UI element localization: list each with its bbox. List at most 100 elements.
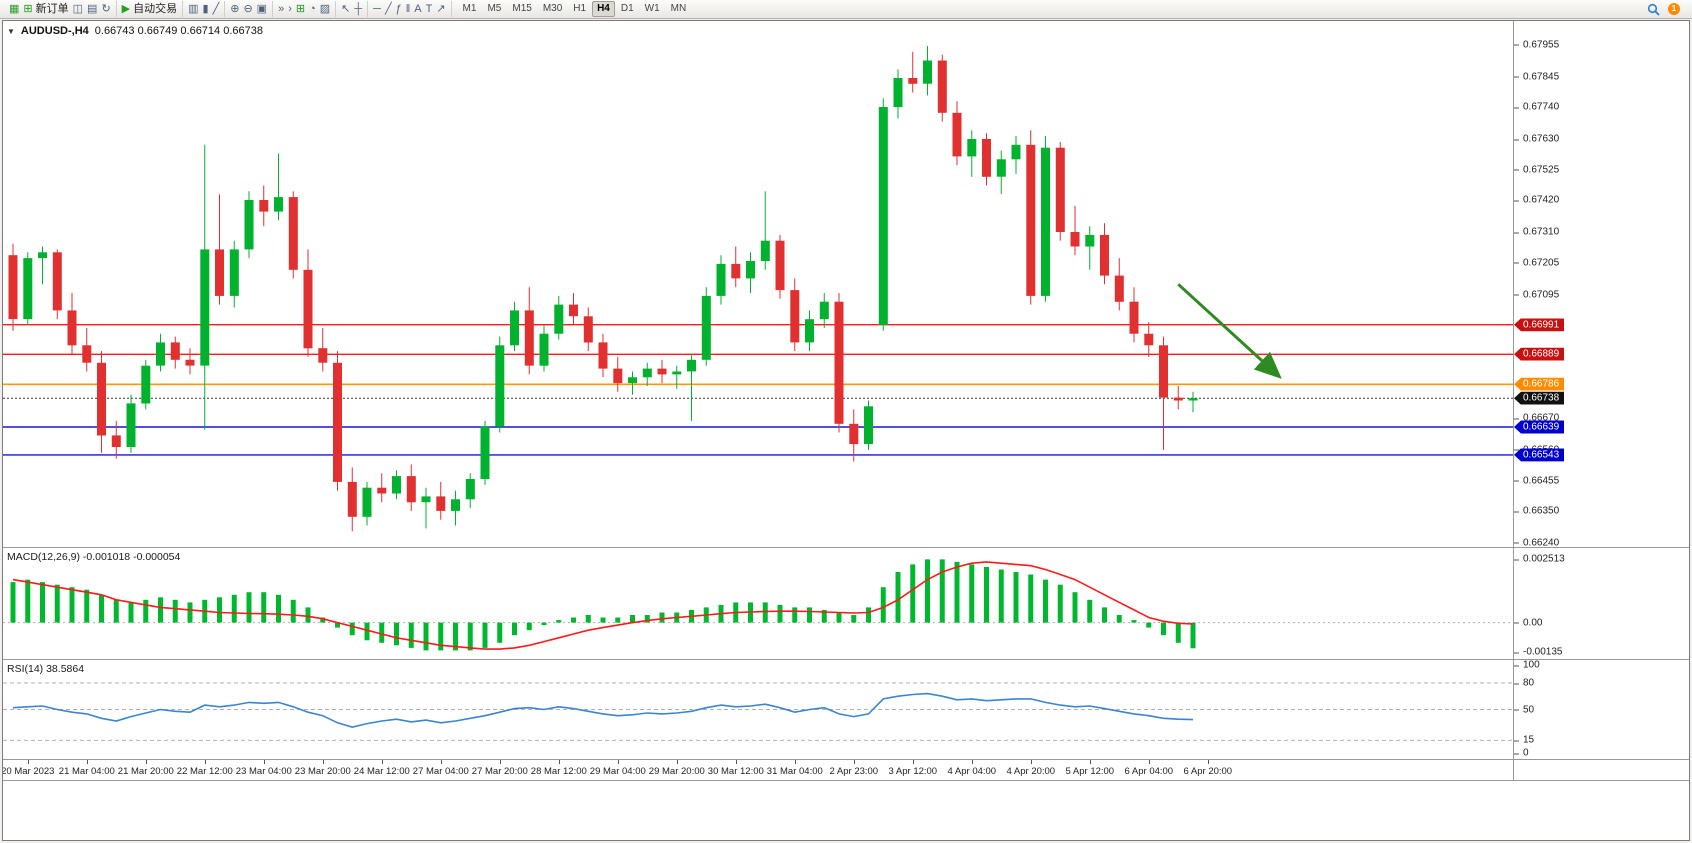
chart-profile-icon[interactable]: ▤ — [87, 1, 97, 17]
macd-axis-tick: 0.00 — [1513, 617, 1543, 629]
time-axis-label: 30 Mar 12:00 — [707, 766, 764, 777]
crosshair-icon[interactable]: ┼ — [354, 1, 362, 17]
rsi-axis-tick: 50 — [1513, 704, 1535, 715]
timeframe-w1-button[interactable]: W1 — [644, 3, 660, 14]
auto-scroll-icon-glyph: » — [278, 3, 285, 15]
arrows-icon[interactable]: ↗ — [436, 1, 445, 17]
macd-axis-tick: 0.002513 — [1514, 553, 1565, 565]
depth-of-market-icon[interactable]: ◫ — [73, 1, 83, 17]
timeframe-h4-button[interactable]: H4 — [592, 1, 615, 17]
price-axis-tick: 0.67095 — [1513, 289, 1560, 300]
rsi-axis[interactable]: 100 80 50 15 0 — [1513, 660, 1689, 759]
time-axis-tick — [440, 760, 442, 764]
time-axis-label: 3 Apr 12:00 — [888, 766, 938, 777]
text-icon[interactable]: A — [414, 1, 421, 17]
price-axis-tick: 0.67955 — [1513, 39, 1560, 50]
period-clock-icon[interactable]: ◔ — [309, 1, 316, 17]
timeframe-m5-button[interactable]: M5 — [487, 3, 502, 14]
label-icon[interactable]: T — [426, 1, 433, 17]
refresh-icon-glyph: ↻ — [101, 3, 111, 15]
horizontal-line-icon[interactable]: ─ — [373, 1, 381, 17]
zoom-out-icon[interactable]: ⊖ — [243, 1, 252, 17]
bar-chart-icon[interactable]: ▥ — [188, 1, 198, 17]
time-axis-label: 29 Mar 20:00 — [648, 766, 705, 777]
line-chart-icon[interactable]: ╱ — [213, 1, 220, 17]
crosshair-icon-glyph: ┼ — [354, 3, 363, 15]
time-axis-label: 22 Mar 12:00 — [176, 766, 233, 777]
toolbar-group-scroll: » › ⊞ ◔ ▨ — [273, 1, 337, 17]
sell-signal-arrow[interactable] — [1177, 283, 1282, 379]
rsi-label: RSI(14) 38.5864 — [7, 663, 85, 675]
rsi-line — [12, 692, 1194, 729]
time-axis-label: 31 Mar 04:00 — [766, 766, 823, 777]
price-axis-tick: 0.66455 — [1513, 475, 1560, 486]
main-price-panel: ▼ AUDUSD-,H4 0.66743 0.66749 0.66714 0.6… — [3, 21, 1689, 548]
toolbar-group-zoom: ⊕ ⊖ ▣ — [225, 1, 274, 17]
arrows-icon-glyph: ↗ — [436, 3, 446, 15]
price-axis-tick: 0.66240 — [1513, 537, 1560, 549]
channel-icon[interactable]: ‖ — [406, 1, 411, 17]
price-axis-tick: 0.67525 — [1513, 164, 1560, 175]
time-axis-label: 6 Apr 04:00 — [1124, 766, 1174, 777]
timeframe-m15-button[interactable]: M15 — [512, 3, 532, 14]
trendline-icon[interactable]: ╱ — [385, 1, 392, 17]
price-axis[interactable]: 0.67955 0.67845 0.67740 0.67630 0.67525 0.674… — [1513, 21, 1689, 549]
price-axis-tick: 0.67310 — [1513, 226, 1560, 238]
candlestick-chart-icon[interactable]: ▮ — [203, 1, 209, 17]
time-axis-tick — [1030, 760, 1032, 764]
time-axis[interactable]: 20 Mar 2023 21 Mar 04:00 21 Mar 20:00 22 Ma… — [3, 760, 1513, 780]
time-axis-label: 28 Mar 12:00 — [530, 766, 587, 777]
timeframe-h1-button[interactable]: H1 — [573, 3, 587, 14]
time-axis-tick — [204, 760, 206, 764]
refresh-icon[interactable]: ↻ — [101, 1, 110, 17]
time-axis-label: 4 Apr 04:00 — [947, 766, 997, 777]
macd-label: MACD(12,26,9) -0.001018 -0.000054 — [7, 551, 181, 563]
time-axis-row: 20 Mar 2023 21 Mar 04:00 21 Mar 20:00 22 Ma… — [3, 760, 1689, 781]
autotrading-button[interactable]: ▶ 自动交易 — [122, 1, 177, 17]
rsi-axis-tick: 80 — [1513, 677, 1535, 689]
time-axis-tick — [912, 760, 914, 764]
rsi-axis-tick: 0 — [1514, 747, 1529, 759]
cursor-icon[interactable]: ↖ — [341, 1, 350, 17]
autotrading-button-glyph: ▶ — [121, 3, 131, 15]
timeframe-toolbar: M1 M5 M15 M30 H1 H4 D1 W1 MN — [452, 1, 698, 17]
macd-axis-tick: -0.00135 — [1513, 646, 1563, 658]
time-axis-tick — [794, 760, 796, 764]
one-click-trading-toggle[interactable]: ▼ — [7, 26, 15, 36]
toolbar-group-chart-type: ▥ ▮ ╱ — [183, 1, 226, 17]
bar-chart-icon-glyph: ▥ — [188, 3, 199, 15]
candlestick-series — [8, 46, 1198, 532]
symbols-grid-icon[interactable]: ▦ — [9, 1, 19, 17]
main-chart-plot[interactable]: ▼ AUDUSD-,H4 0.66743 0.66749 0.66714 0.6… — [3, 21, 1513, 547]
fibonacci-icon[interactable]: ƒ — [396, 1, 402, 17]
macd-plot[interactable]: MACD(12,26,9) -0.001018 -0.000054 — [3, 548, 1513, 659]
search-icon[interactable] — [1647, 3, 1660, 16]
rsi-axis-tick: 100 — [1514, 659, 1540, 671]
time-axis-tick — [499, 760, 501, 764]
cursor-icon-glyph: ↖ — [341, 3, 351, 15]
notification-badge[interactable]: 1 — [1668, 3, 1680, 15]
timeframe-d1-button[interactable]: D1 — [620, 3, 634, 14]
chart-shift-icon[interactable]: › — [288, 1, 292, 17]
price-axis-tick: 0.66350 — [1513, 505, 1560, 517]
new-order-button[interactable]: ⊞ 新订单 — [23, 1, 68, 17]
depth-of-market-icon-glyph: ◫ — [72, 3, 84, 15]
add-indicator-button[interactable]: ⊞ — [296, 1, 305, 17]
auto-scroll-icon[interactable]: » — [278, 1, 284, 17]
templates-icon[interactable]: ▨ — [320, 1, 330, 17]
macd-axis[interactable]: 0.002513 0.00 -0.00135 — [1513, 548, 1689, 659]
time-axis-label: 4 Apr 20:00 — [1006, 766, 1056, 777]
time-axis-label: 24 Mar 12:00 — [353, 766, 410, 777]
tile-windows-icon[interactable]: ▣ — [257, 1, 267, 17]
time-axis-tick — [86, 760, 88, 764]
price-axis-tick: 0.66670 — [1513, 412, 1560, 424]
timeframe-m1-button[interactable]: M1 — [462, 3, 477, 14]
time-axis-label: 23 Mar 04:00 — [235, 766, 292, 777]
timeframe-m30-button[interactable]: M30 — [542, 3, 563, 14]
zoom-in-icon[interactable]: ⊕ — [230, 1, 239, 17]
rsi-plot[interactable]: RSI(14) 38.5864 — [3, 660, 1513, 759]
time-axis-label: 6 Apr 20:00 — [1183, 766, 1233, 777]
timeframe-mn-button[interactable]: MN — [670, 3, 687, 14]
time-axis-tick — [322, 760, 324, 764]
